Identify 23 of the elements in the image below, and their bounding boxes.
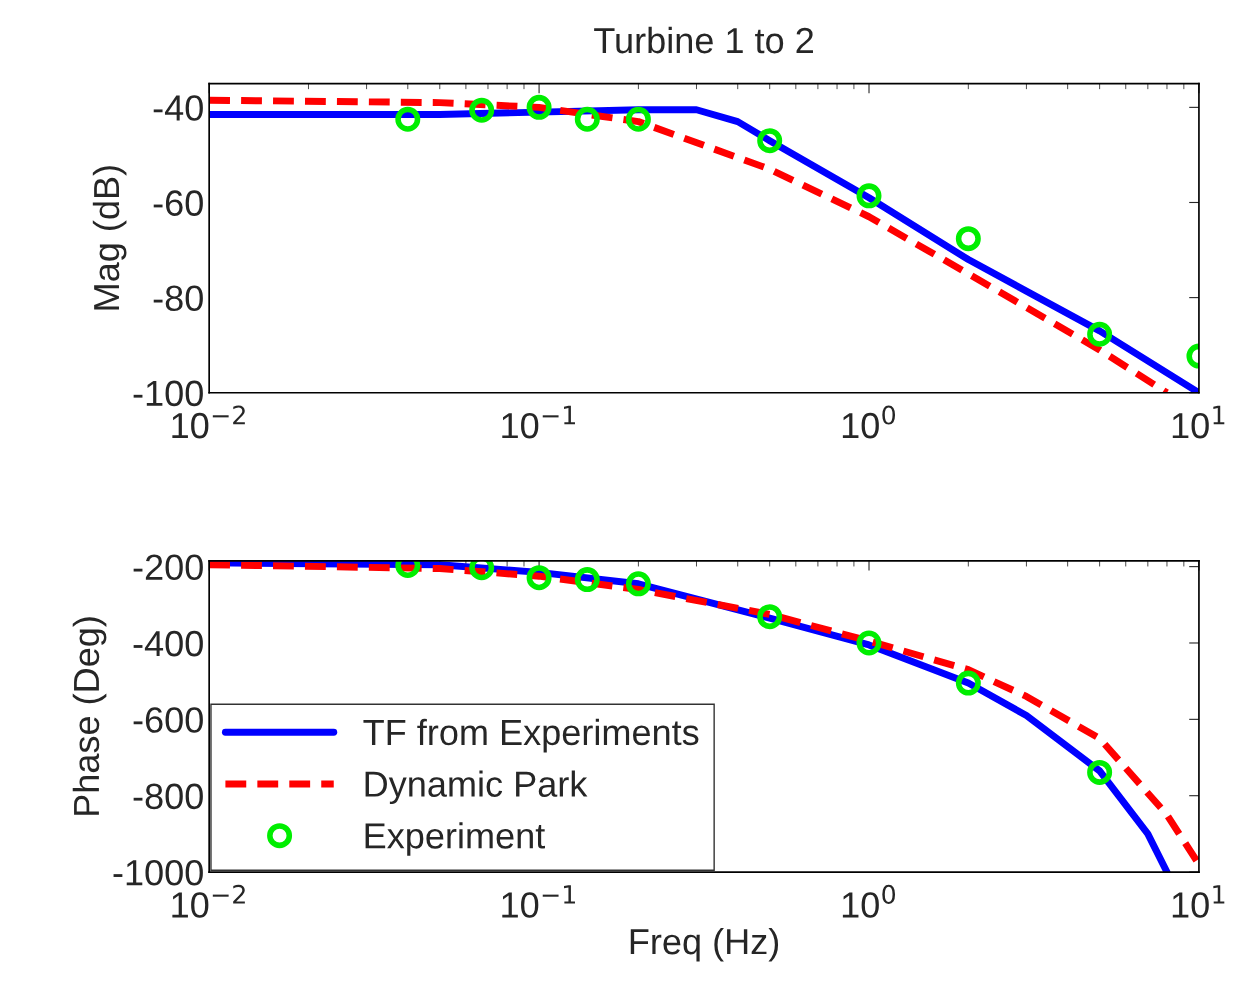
y-tick-label: -600 (133, 707, 203, 733)
legend-label: TF from Experiments (363, 718, 699, 753)
y-tick-label: -100 (133, 380, 203, 407)
y-tick-label: -400 (133, 630, 203, 657)
y-axis-title: Phase (Deg) (72, 617, 107, 815)
legend-label: Experiment (365, 822, 545, 856)
x-tick-label: 10$^{1}$ (1172, 405, 1225, 439)
y-axis-title: Mag (dB) (92, 166, 127, 310)
y-tick-label: -40 (153, 95, 203, 121)
x-tick-label: 10$^{−1}$ (502, 885, 575, 918)
x-tick-label: 10$^{0}$ (842, 884, 896, 918)
y-tick-label: -80 (153, 285, 203, 312)
y-tick-label: -800 (133, 783, 203, 810)
x-tick-label: 10$^{0}$ (842, 405, 896, 439)
x-axis-title: Freq (Hz) (630, 927, 779, 962)
x-tick-label: 10$^{−1}$ (502, 405, 575, 439)
y-tick-label: -200 (133, 554, 203, 581)
y-tick-label: -60 (153, 190, 203, 216)
legend-label: Dynamic Park (365, 770, 588, 805)
x-tick-label: 10$^{1}$ (1172, 885, 1225, 918)
chart-title: Turbine 1 to 2 (594, 26, 813, 54)
x-tick-label: 10$^{−2}$ (172, 405, 245, 439)
y-tick-label: -1000 (113, 859, 203, 886)
